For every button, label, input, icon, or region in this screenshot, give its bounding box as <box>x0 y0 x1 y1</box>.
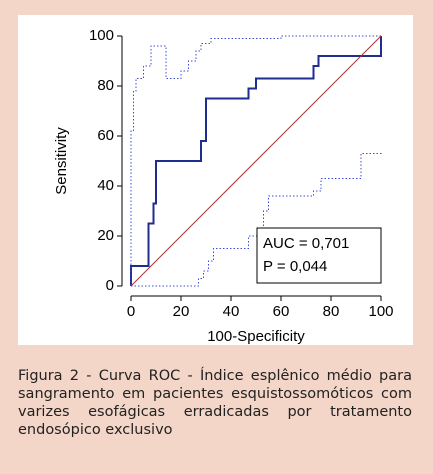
figure: 100-Specificity Sensitivity 0 20 40 60 80 100… <box>18 15 413 345</box>
x-tick-label: 100 <box>368 303 393 320</box>
y-axis-label: Sensitivity <box>53 127 70 195</box>
annotation: P = 0,044 <box>263 258 327 275</box>
y-tick-label: 80 <box>97 77 114 94</box>
line <box>130 35 381 286</box>
caption: Figura 2 - Curva ROC - Índice esplênico … <box>18 368 412 438</box>
x-axis-label: 100-Specificity <box>207 328 305 345</box>
y-tick-label: 60 <box>97 127 114 144</box>
annotation: AUC = 0,701 <box>263 235 349 252</box>
x-tick-label: 40 <box>223 303 240 320</box>
stats-box <box>256 227 382 284</box>
y-tick-label: 0 <box>106 277 114 294</box>
y-tick-label: 20 <box>97 227 114 244</box>
y-tick-label: 40 <box>97 177 114 194</box>
x-tick-label: 60 <box>273 303 290 320</box>
y-tick-label: 100 <box>89 27 114 44</box>
line <box>130 35 382 287</box>
line <box>130 36 382 286</box>
x-tick-label: 20 <box>173 303 190 320</box>
x-tick-label: 0 <box>127 303 135 320</box>
chart: 100-Specificity Sensitivity 0 20 40 60 80 100… <box>53 27 394 345</box>
x-tick-label: 80 <box>323 303 340 320</box>
